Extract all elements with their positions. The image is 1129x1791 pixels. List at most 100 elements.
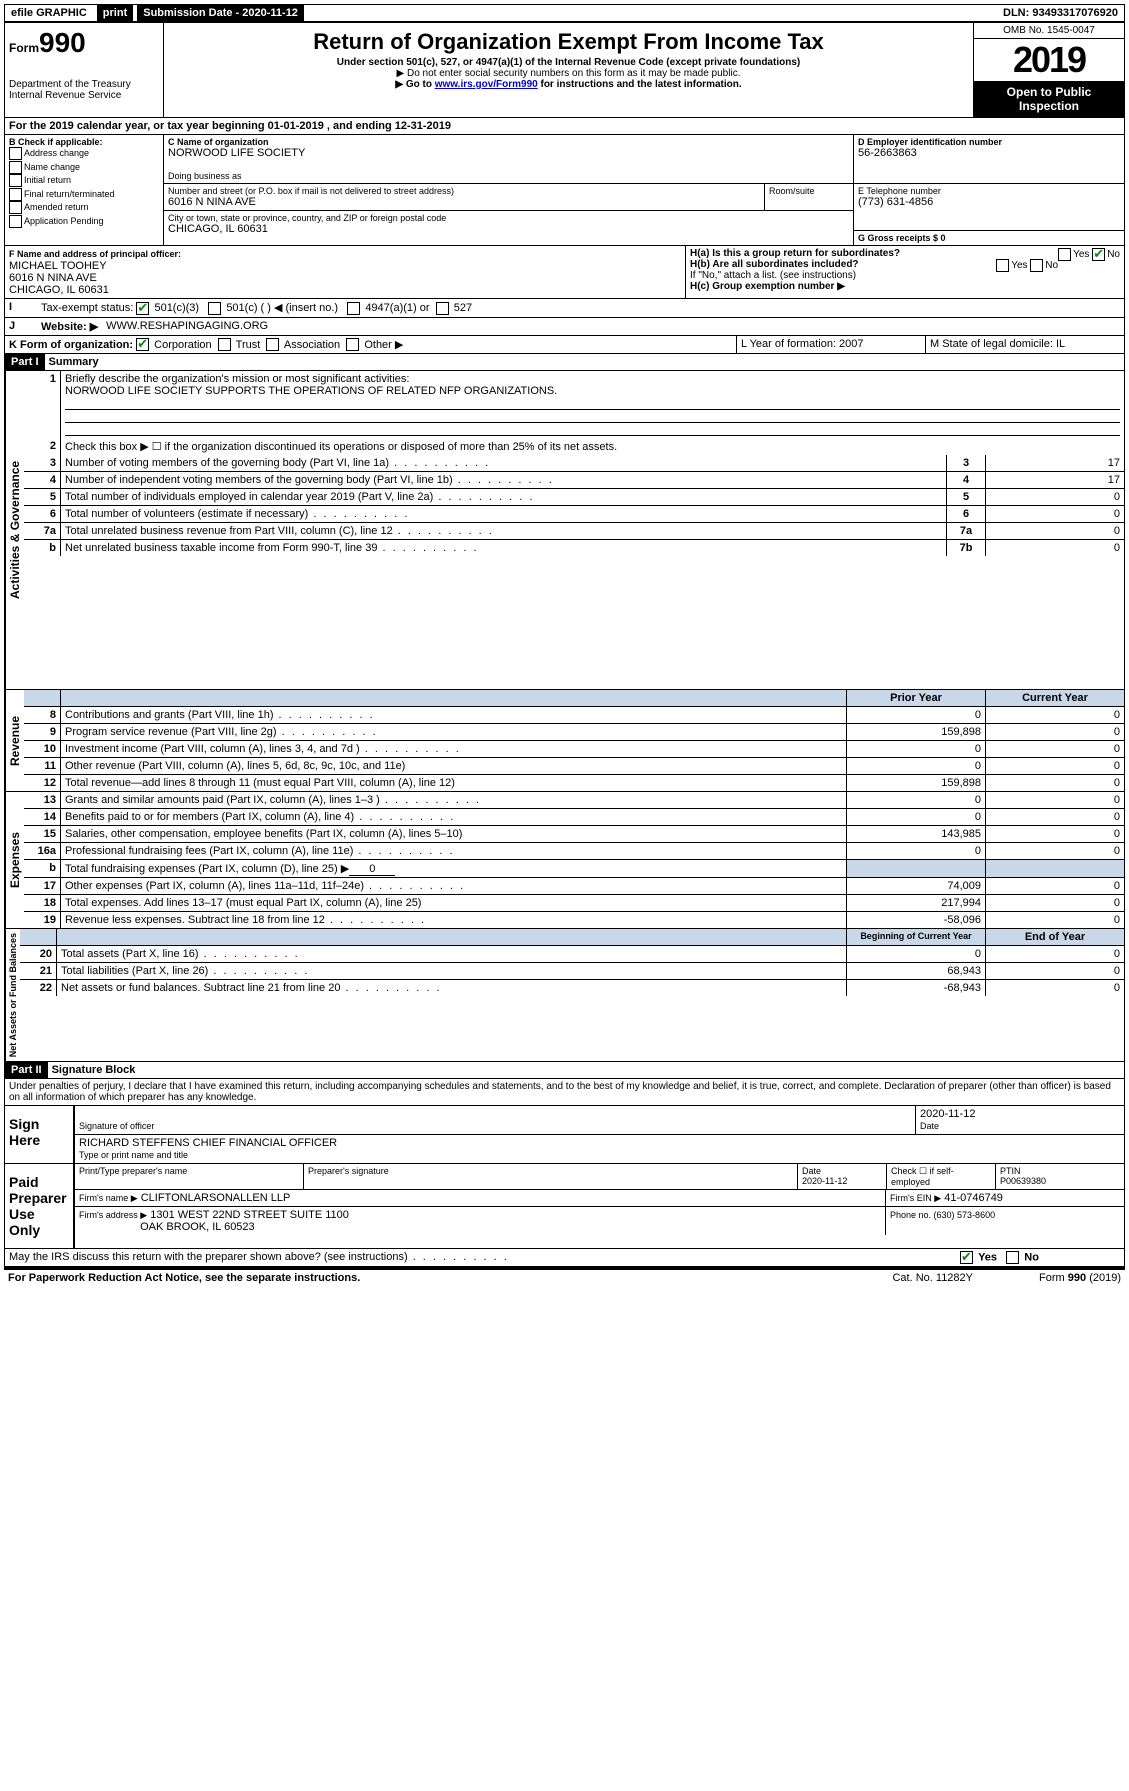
paid-header: Paid Preparer Use Only (5, 1164, 73, 1248)
l13-curr: 0 (986, 792, 1125, 809)
l22-end: 0 (986, 980, 1125, 997)
note-link: ▶ Go to www.irs.gov/Form990 for instruct… (168, 79, 969, 90)
l11-curr: 0 (986, 758, 1125, 775)
l19-label: Revenue less expenses. Subtract line 18 … (61, 912, 847, 929)
omb-number: OMB No. 1545-0047 (974, 23, 1124, 39)
tax-status-row: I Tax-exempt status: 501(c)(3) 501(c) ( … (4, 299, 1125, 318)
declaration: Under penalties of perjury, I declare th… (4, 1079, 1125, 1106)
form-header: Form990 Department of the Treasury Inter… (4, 22, 1125, 118)
part1-title: Summary (45, 354, 103, 370)
l9-label: Program service revenue (Part VIII, line… (61, 724, 847, 741)
status-label: Tax-exempt status: (41, 302, 133, 314)
state-domicile: M State of legal domicile: IL (925, 336, 1124, 354)
check-assoc[interactable] (266, 338, 279, 351)
check-final[interactable] (9, 188, 22, 201)
sig-date: 2020-11-12 (920, 1108, 975, 1120)
check-501c3[interactable] (136, 302, 149, 315)
l10-prior: 0 (847, 741, 986, 758)
prep-date-label: Date (802, 1166, 821, 1176)
hdr-prior: Prior Year (847, 690, 986, 707)
ha-yes[interactable] (1058, 248, 1071, 261)
l3-val: 17 (986, 455, 1125, 472)
l11-label: Other revenue (Part VIII, column (A), li… (61, 758, 847, 775)
l12-label: Total revenue—add lines 8 through 11 (mu… (61, 775, 847, 792)
l1-label: Briefly describe the organization's miss… (65, 373, 409, 385)
firm-ein-label: Firm's EIN ▶ (890, 1193, 941, 1203)
l22-label: Net assets or fund balances. Subtract li… (57, 980, 847, 997)
check-trust[interactable] (218, 338, 231, 351)
discuss-no[interactable] (1006, 1251, 1019, 1264)
ha-no[interactable] (1092, 248, 1105, 261)
website-label: Website: ▶ (37, 318, 102, 335)
l18-curr: 0 (986, 895, 1125, 912)
firm-label: Firm's name ▶ (79, 1193, 138, 1203)
l12-curr: 0 (986, 775, 1125, 792)
firm-phone: Phone no. (630) 573-8600 (890, 1210, 995, 1220)
l5-val: 0 (986, 489, 1125, 506)
note-ssn: ▶ Do not enter social security numbers o… (168, 68, 969, 79)
firm-addr-label: Firm's address ▶ (79, 1210, 147, 1220)
submission-date: Submission Date - 2020-11-12 (137, 5, 304, 21)
l15-label: Salaries, other compensation, employee b… (61, 826, 847, 843)
l17-curr: 0 (986, 878, 1125, 895)
l21-beg: 68,943 (847, 963, 986, 980)
firm-addr2: OAK BROOK, IL 60523 (140, 1221, 255, 1233)
check-501c[interactable] (208, 302, 221, 315)
check-initial[interactable] (9, 174, 22, 187)
firm-name: CLIFTONLARSONALLEN LLP (141, 1192, 291, 1204)
check-527[interactable] (436, 302, 449, 315)
check-other[interactable] (346, 338, 359, 351)
side-expenses: Expenses (5, 792, 24, 928)
top-bar: efile GRAPHIC print Submission Date - 20… (4, 4, 1125, 22)
identity-block: B Check if applicable: Address change Na… (4, 135, 1125, 246)
ptin-val: P00639380 (1000, 1176, 1046, 1186)
l19-prior: -58,096 (847, 912, 986, 929)
check-4947[interactable] (347, 302, 360, 315)
irs-link[interactable]: www.irs.gov/Form990 (435, 79, 538, 90)
check-address[interactable] (9, 147, 22, 160)
discuss-yes[interactable] (960, 1251, 973, 1264)
l9-prior: 159,898 (847, 724, 986, 741)
part1-header: Part I Summary (4, 354, 1125, 371)
check-name[interactable] (9, 161, 22, 174)
form-word: Form (9, 41, 39, 55)
l16b-val: 0 (349, 863, 395, 876)
part2-badge: Part II (5, 1062, 48, 1078)
l18-label: Total expenses. Add lines 13–17 (must eq… (61, 895, 847, 912)
l4-val: 17 (986, 472, 1125, 489)
check-pending[interactable] (9, 215, 22, 228)
form-subtitle: Under section 501(c), 527, or 4947(a)(1)… (168, 57, 969, 68)
l16a-label: Professional fundraising fees (Part IX, … (61, 843, 847, 860)
check-amended[interactable] (9, 201, 22, 214)
discuss-label: May the IRS discuss this return with the… (5, 1249, 956, 1266)
l6-label: Total number of volunteers (estimate if … (61, 506, 947, 523)
l8-curr: 0 (986, 707, 1125, 724)
officer-label: F Name and address of principal officer: (9, 249, 181, 259)
website-row: J Website: ▶ WWW.RESHAPINGAGING.ORG (4, 318, 1125, 336)
inspect2: Inspection (1019, 99, 1079, 113)
l19-curr: 0 (986, 912, 1125, 929)
l5-label: Total number of individuals employed in … (61, 489, 947, 506)
discuss-row: May the IRS discuss this return with the… (4, 1249, 1125, 1267)
sig-officer-label: Signature of officer (79, 1121, 154, 1131)
sign-block: Sign Here Signature of officer 2020-11-1… (4, 1106, 1125, 1164)
l21-label: Total liabilities (Part X, line 26) (57, 963, 847, 980)
l3-label: Number of voting members of the governin… (61, 455, 947, 472)
hb-no[interactable] (1030, 259, 1043, 272)
hb-yes[interactable] (996, 259, 1009, 272)
check-corp[interactable] (136, 338, 149, 351)
l1-value: NORWOOD LIFE SOCIETY SUPPORTS THE OPERAT… (65, 385, 557, 397)
prep-date: 2020-11-12 (802, 1176, 847, 1186)
firm-ein: 41-0746749 (944, 1192, 1003, 1204)
period-line: For the 2019 calendar year, or tax year … (4, 118, 1125, 135)
form-ref: Form 990 (2019) (1039, 1272, 1121, 1284)
prep-selfemp: Check ☐ if self-employed (887, 1164, 996, 1189)
part2-header: Part II Signature Block (4, 1062, 1125, 1079)
l7b-label: Net unrelated business taxable income fr… (61, 540, 947, 557)
l13-label: Grants and similar amounts paid (Part IX… (61, 792, 847, 809)
name-label: C Name of organization (168, 137, 849, 147)
print-button[interactable]: print (97, 5, 133, 21)
boxB-title: B Check if applicable: (9, 137, 159, 147)
l9-curr: 0 (986, 724, 1125, 741)
ha-label: H(a) Is this a group return for subordin… (690, 248, 900, 259)
